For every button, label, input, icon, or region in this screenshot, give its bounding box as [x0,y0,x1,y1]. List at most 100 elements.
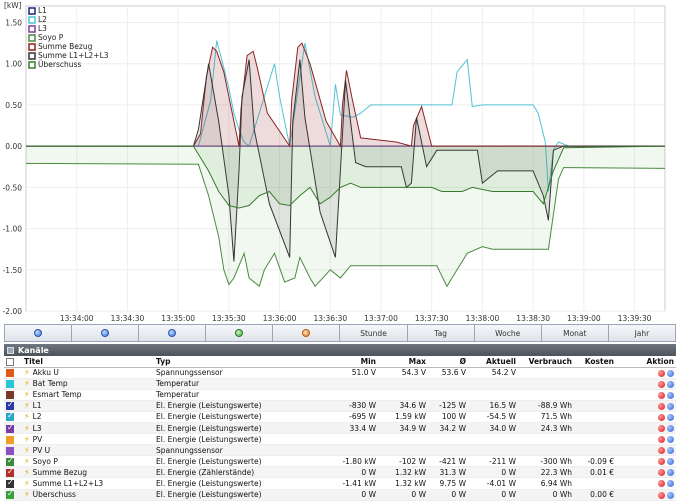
channel-usage: 6.94 Wh [518,477,574,490]
channel-checkbox[interactable] [6,478,14,488]
row-checkbox-cell[interactable] [4,489,22,501]
legend-label: L2 [38,15,47,24]
row-checkbox-cell[interactable] [4,389,22,401]
chart-area[interactable]: 13:34:00 13:34:30 13:35:00 13:35:30 13:36:00… [0,0,678,324]
channel-current: -54.5 W [468,411,518,423]
table-row[interactable]: ⚡ Bat Temp Temperatur [4,378,676,390]
channel-checkbox[interactable] [6,489,14,500]
channel-checkbox[interactable] [6,391,14,400]
channel-type: Temperatur [154,389,310,401]
delete-icon[interactable] [658,425,665,433]
delete-icon[interactable] [658,391,665,399]
channel-type: El. Energie (Zählerstände) [154,466,310,479]
period-tag-button[interactable]: Tag [407,325,475,341]
collapse-icon[interactable] [7,346,14,354]
chart-navigation-bar: Stunde Tag Woche Monat Jahr [4,324,676,342]
delete-icon[interactable] [658,491,665,499]
col-aktuell[interactable]: Aktuell [468,356,518,368]
table-row[interactable]: ⚡Soyo PEl. Energie (Leistungswerte)-1.80… [4,455,676,468]
row-checkbox-cell[interactable] [4,433,22,446]
bolt-icon: ⚡ [24,379,30,389]
channel-checkbox[interactable] [6,467,14,477]
info-icon[interactable] [667,391,674,399]
delete-icon[interactable] [658,480,665,488]
select-all-checkbox[interactable] [6,357,14,366]
info-icon[interactable] [667,402,674,410]
zoom-out-button[interactable] [273,325,341,341]
channel-checkbox[interactable] [6,411,14,422]
channel-actions [616,466,676,479]
delete-icon[interactable] [658,380,665,388]
period-monat-button[interactable]: Monat [541,325,609,341]
row-checkbox-cell[interactable] [4,411,22,423]
col-max[interactable]: Max [378,356,428,368]
col-avg[interactable]: Ø [428,356,468,368]
channel-checkbox[interactable] [6,456,14,466]
channel-checkbox[interactable] [6,423,14,433]
channel-cost [574,411,616,423]
col-typ[interactable]: Typ [154,356,310,368]
col-kosten[interactable]: Kosten [574,356,616,368]
row-checkbox-cell[interactable] [4,400,22,412]
zoom-in-button[interactable] [206,325,274,341]
row-checkbox-cell[interactable] [4,444,22,457]
col-titel[interactable]: Titel [22,356,154,368]
col-min[interactable]: Min [310,356,378,368]
period-stunde-button[interactable]: Stunde [340,325,408,341]
power-chart[interactable]: 13:34:00 13:34:30 13:35:00 13:35:30 13:36:00… [0,0,678,324]
info-icon[interactable] [667,458,674,466]
period-jahr-button[interactable]: Jahr [608,325,675,341]
row-checkbox-cell[interactable] [4,466,22,479]
channel-usage: 22.3 Wh [518,466,574,479]
channel-checkbox[interactable] [6,380,14,389]
delete-icon[interactable] [658,436,665,444]
row-checkbox-cell[interactable] [4,422,22,435]
col-verbrauch[interactable]: Verbrauch [518,356,574,368]
delete-icon[interactable] [658,402,665,410]
info-icon[interactable] [667,491,674,499]
channel-checkbox[interactable] [6,446,14,455]
info-icon[interactable] [667,380,674,388]
info-icon[interactable] [667,436,674,444]
y-tick-label: 1.00 [5,60,22,69]
row-checkbox-cell[interactable] [4,455,22,468]
info-icon[interactable] [667,369,674,377]
delete-icon[interactable] [658,469,665,477]
nav-label: Woche [495,328,521,338]
table-row[interactable]: ⚡ Esmart Temp Temperatur [4,389,676,401]
table-row[interactable]: ⚡ PV El. Energie (Leistungswerte) [4,433,676,446]
period-woche-button[interactable]: Woche [474,325,542,341]
row-checkbox-cell[interactable] [4,367,22,379]
row-checkbox-cell[interactable] [4,378,22,390]
table-row[interactable]: ⚡ PV U Spannungssensor [4,444,676,457]
info-icon[interactable] [667,480,674,488]
channels-header[interactable]: Kanäle [4,344,676,356]
channel-cost [574,389,616,401]
nav-first-button[interactable] [5,325,73,341]
channel-min [310,378,378,390]
nav-prev-button[interactable] [72,325,140,341]
info-icon[interactable] [667,469,674,477]
channel-usage: 0 Wh [518,489,574,501]
channel-checkbox[interactable] [6,435,14,444]
blue-circle-icon [168,329,177,337]
info-icon[interactable] [667,413,674,421]
delete-icon[interactable] [658,447,665,455]
delete-icon[interactable] [658,458,665,466]
info-icon[interactable] [667,425,674,433]
row-checkbox-cell[interactable] [4,477,22,490]
channel-checkbox[interactable] [6,400,14,411]
nav-next-button[interactable] [139,325,207,341]
delete-icon[interactable] [658,413,665,421]
delete-icon[interactable] [658,369,665,377]
select-all-header[interactable] [4,356,22,368]
info-icon[interactable] [667,447,674,455]
channel-checkbox[interactable] [6,369,14,378]
table-row[interactable]: ⚡ Akku U Spannungssensor 51.0 V 54.3 V 53.6 V… [4,367,676,379]
